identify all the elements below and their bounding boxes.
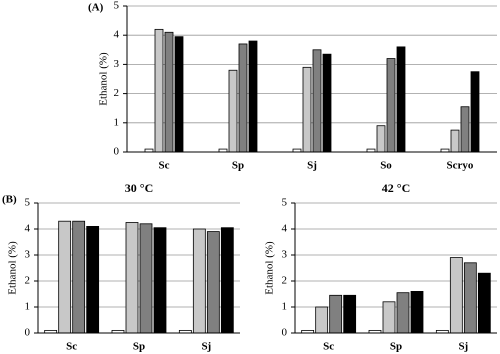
bar <box>460 106 470 153</box>
bar <box>139 223 153 334</box>
bar <box>477 272 491 334</box>
bar <box>86 225 100 334</box>
bar <box>228 69 238 153</box>
bar <box>382 301 396 334</box>
bar <box>164 31 174 153</box>
panel-label: (A) <box>88 2 104 14</box>
x-tick-label: Sj <box>458 341 468 353</box>
x-tick-label: Sc <box>323 341 334 353</box>
bar <box>238 43 248 153</box>
y-tick-label: 3 <box>282 249 288 261</box>
bar <box>386 58 396 153</box>
bar <box>322 53 332 153</box>
y-tick-label: 5 <box>25 197 31 209</box>
y-tick-label: 1 <box>25 301 31 313</box>
y-tick-label: 0 <box>114 146 120 158</box>
bar <box>72 220 86 334</box>
x-tick-label: Scryo <box>447 160 474 172</box>
y-tick-label: 4 <box>114 29 120 41</box>
bar <box>174 36 184 153</box>
bar <box>463 262 477 334</box>
panel-label: (B) <box>2 194 17 206</box>
x-tick-label: So <box>380 160 392 172</box>
y-axis-label: Ethanol (%) <box>7 241 19 295</box>
y-tick-label: 0 <box>282 327 288 339</box>
y-tick-label: 4 <box>25 223 31 235</box>
bar <box>58 220 72 334</box>
y-tick-label: 1 <box>282 301 288 313</box>
y-tick-label: 3 <box>114 58 120 70</box>
x-tick-label: Sj <box>307 160 317 172</box>
bar <box>376 125 386 153</box>
bar <box>315 306 329 334</box>
chart-title: 42 °C <box>382 181 410 195</box>
y-tick-label: 1 <box>114 116 120 128</box>
bar <box>396 46 406 153</box>
bar <box>449 257 463 334</box>
x-tick-label: Sp <box>232 160 244 172</box>
bar <box>410 290 424 334</box>
bar <box>192 228 206 334</box>
x-tick-label: Sc <box>66 341 77 353</box>
y-tick-label: 2 <box>282 275 288 287</box>
y-tick-label: 0 <box>25 327 31 339</box>
bar <box>343 294 357 334</box>
bar <box>248 40 258 153</box>
bar <box>312 49 322 153</box>
y-tick-label: 2 <box>114 87 120 99</box>
x-tick-label: Sp <box>390 341 402 353</box>
bar <box>220 227 234 334</box>
bar <box>302 66 312 153</box>
y-tick-label: 5 <box>114 0 120 12</box>
x-tick-label: Sj <box>201 341 211 353</box>
chart-title: 30 °C <box>125 181 153 195</box>
y-tick-label: 5 <box>282 197 288 209</box>
bar <box>396 292 410 334</box>
bar <box>206 231 220 334</box>
x-tick-label: Sp <box>133 341 145 353</box>
bar <box>470 71 480 153</box>
x-tick-label: Sc <box>159 160 170 172</box>
y-tick-label: 2 <box>25 275 31 287</box>
y-tick-label: 3 <box>25 249 31 261</box>
bar <box>329 294 343 334</box>
bar <box>153 227 167 334</box>
y-axis-label: Ethanol (%) <box>264 241 276 295</box>
y-axis-label: Ethanol (%) <box>98 52 110 106</box>
bar <box>450 129 460 153</box>
bar <box>125 222 139 334</box>
y-tick-label: 4 <box>282 223 288 235</box>
bar <box>154 28 164 153</box>
